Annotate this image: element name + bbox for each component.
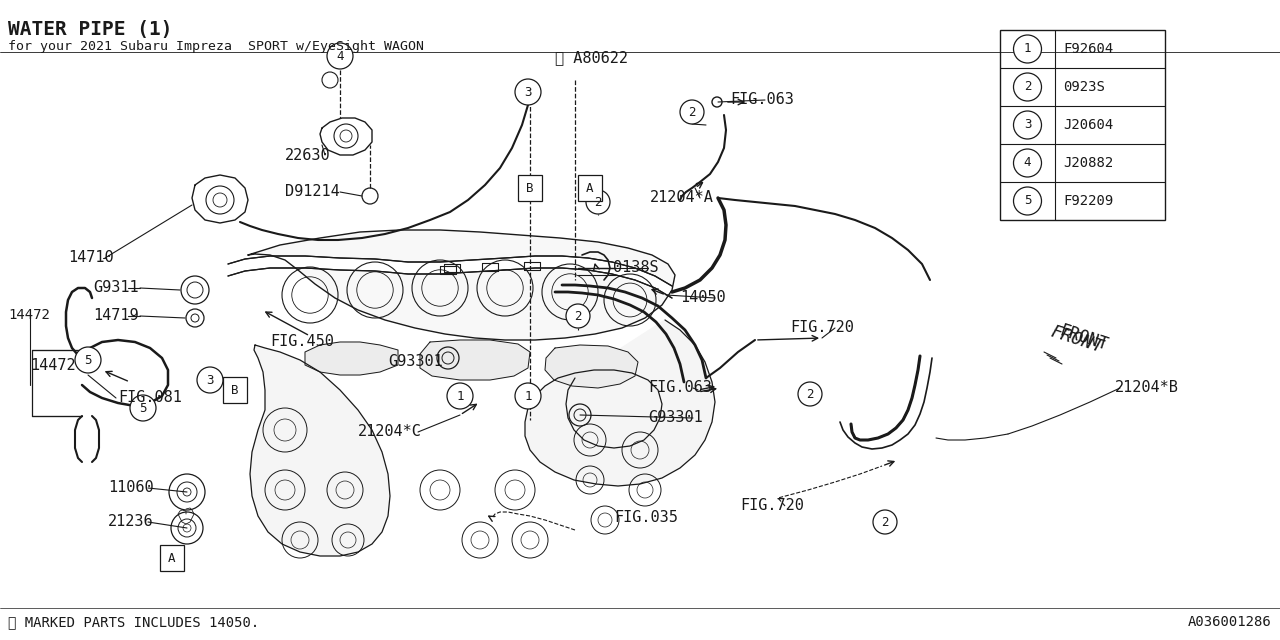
Circle shape	[326, 43, 353, 69]
Circle shape	[1014, 35, 1042, 63]
Circle shape	[566, 304, 590, 328]
Text: 2: 2	[881, 515, 888, 529]
Text: FIG.063: FIG.063	[648, 381, 712, 396]
Circle shape	[680, 100, 704, 124]
Polygon shape	[525, 320, 716, 486]
Circle shape	[197, 367, 223, 393]
Bar	[160, 545, 184, 571]
Text: 21204*B: 21204*B	[1115, 381, 1179, 396]
Text: FIG.063: FIG.063	[730, 93, 794, 108]
Text: A: A	[168, 552, 175, 564]
Text: FIG.720: FIG.720	[790, 321, 854, 335]
Bar	[579, 175, 602, 201]
Text: G9311: G9311	[93, 280, 138, 296]
Text: A036001286: A036001286	[1188, 615, 1272, 629]
Text: 4: 4	[1024, 157, 1032, 170]
Polygon shape	[320, 118, 372, 155]
Text: 4: 4	[337, 49, 344, 63]
Circle shape	[586, 190, 611, 214]
Bar	[223, 377, 247, 403]
Circle shape	[76, 347, 101, 373]
Text: ※ A80622: ※ A80622	[556, 51, 628, 65]
Text: for your 2021 Subaru Impreza  SPORT w/EyeSight WAGON: for your 2021 Subaru Impreza SPORT w/Eye…	[8, 40, 424, 53]
Text: G93301: G93301	[648, 410, 703, 426]
Bar	[518, 175, 541, 201]
Text: F92209: F92209	[1062, 194, 1114, 208]
Polygon shape	[250, 345, 390, 556]
Polygon shape	[248, 230, 675, 340]
Polygon shape	[545, 345, 637, 388]
Text: WATER PIPE (1): WATER PIPE (1)	[8, 20, 173, 39]
Text: A: A	[586, 182, 594, 195]
Text: 5: 5	[84, 353, 92, 367]
Text: 21204*A: 21204*A	[650, 191, 714, 205]
Text: 21204*C: 21204*C	[358, 424, 422, 440]
Text: 1: 1	[525, 390, 531, 403]
Circle shape	[447, 383, 474, 409]
Circle shape	[515, 79, 541, 105]
Text: B: B	[232, 383, 239, 397]
Text: 14710: 14710	[68, 250, 114, 266]
Circle shape	[1014, 111, 1042, 139]
Text: 22630: 22630	[285, 147, 330, 163]
Text: FIG.081: FIG.081	[118, 390, 182, 406]
Text: G93301: G93301	[388, 355, 443, 369]
Text: 3: 3	[525, 86, 531, 99]
Text: 2: 2	[594, 195, 602, 209]
Text: 5: 5	[140, 401, 147, 415]
Text: F92604: F92604	[1062, 42, 1114, 56]
Text: 1: 1	[456, 390, 463, 403]
Text: B: B	[526, 182, 534, 195]
Text: 2: 2	[1024, 81, 1032, 93]
Text: 14472: 14472	[29, 358, 76, 374]
Text: 21236: 21236	[108, 515, 154, 529]
Bar	[1000, 30, 1165, 220]
Text: 11060: 11060	[108, 481, 154, 495]
Circle shape	[1014, 187, 1042, 215]
Text: 14719: 14719	[93, 308, 138, 323]
Circle shape	[515, 383, 541, 409]
Text: 2: 2	[806, 387, 814, 401]
Text: 1: 1	[1024, 42, 1032, 56]
Text: 3: 3	[206, 374, 214, 387]
Text: 14050: 14050	[680, 291, 726, 305]
Text: 0138S: 0138S	[613, 260, 659, 275]
Text: FRONT: FRONT	[1057, 322, 1110, 355]
Polygon shape	[305, 342, 398, 375]
Text: FIG.450: FIG.450	[270, 335, 334, 349]
Text: J20604: J20604	[1062, 118, 1114, 132]
Text: D91214: D91214	[285, 184, 339, 200]
Text: FIG.720: FIG.720	[740, 499, 804, 513]
Text: FIG.035: FIG.035	[614, 511, 678, 525]
Text: ※ MARKED PARTS INCLUDES 14050.: ※ MARKED PARTS INCLUDES 14050.	[8, 615, 260, 629]
Text: 14472: 14472	[8, 308, 50, 322]
Circle shape	[1014, 73, 1042, 101]
Polygon shape	[420, 340, 530, 380]
Circle shape	[797, 382, 822, 406]
Text: FRONT: FRONT	[1048, 323, 1105, 357]
Text: 0923S: 0923S	[1062, 80, 1105, 94]
Text: 2: 2	[575, 310, 581, 323]
Text: J20882: J20882	[1062, 156, 1114, 170]
Circle shape	[1014, 149, 1042, 177]
Circle shape	[131, 395, 156, 421]
Polygon shape	[192, 175, 248, 223]
Text: 3: 3	[1024, 118, 1032, 131]
Circle shape	[873, 510, 897, 534]
Text: 5: 5	[1024, 195, 1032, 207]
Text: 2: 2	[689, 106, 696, 118]
